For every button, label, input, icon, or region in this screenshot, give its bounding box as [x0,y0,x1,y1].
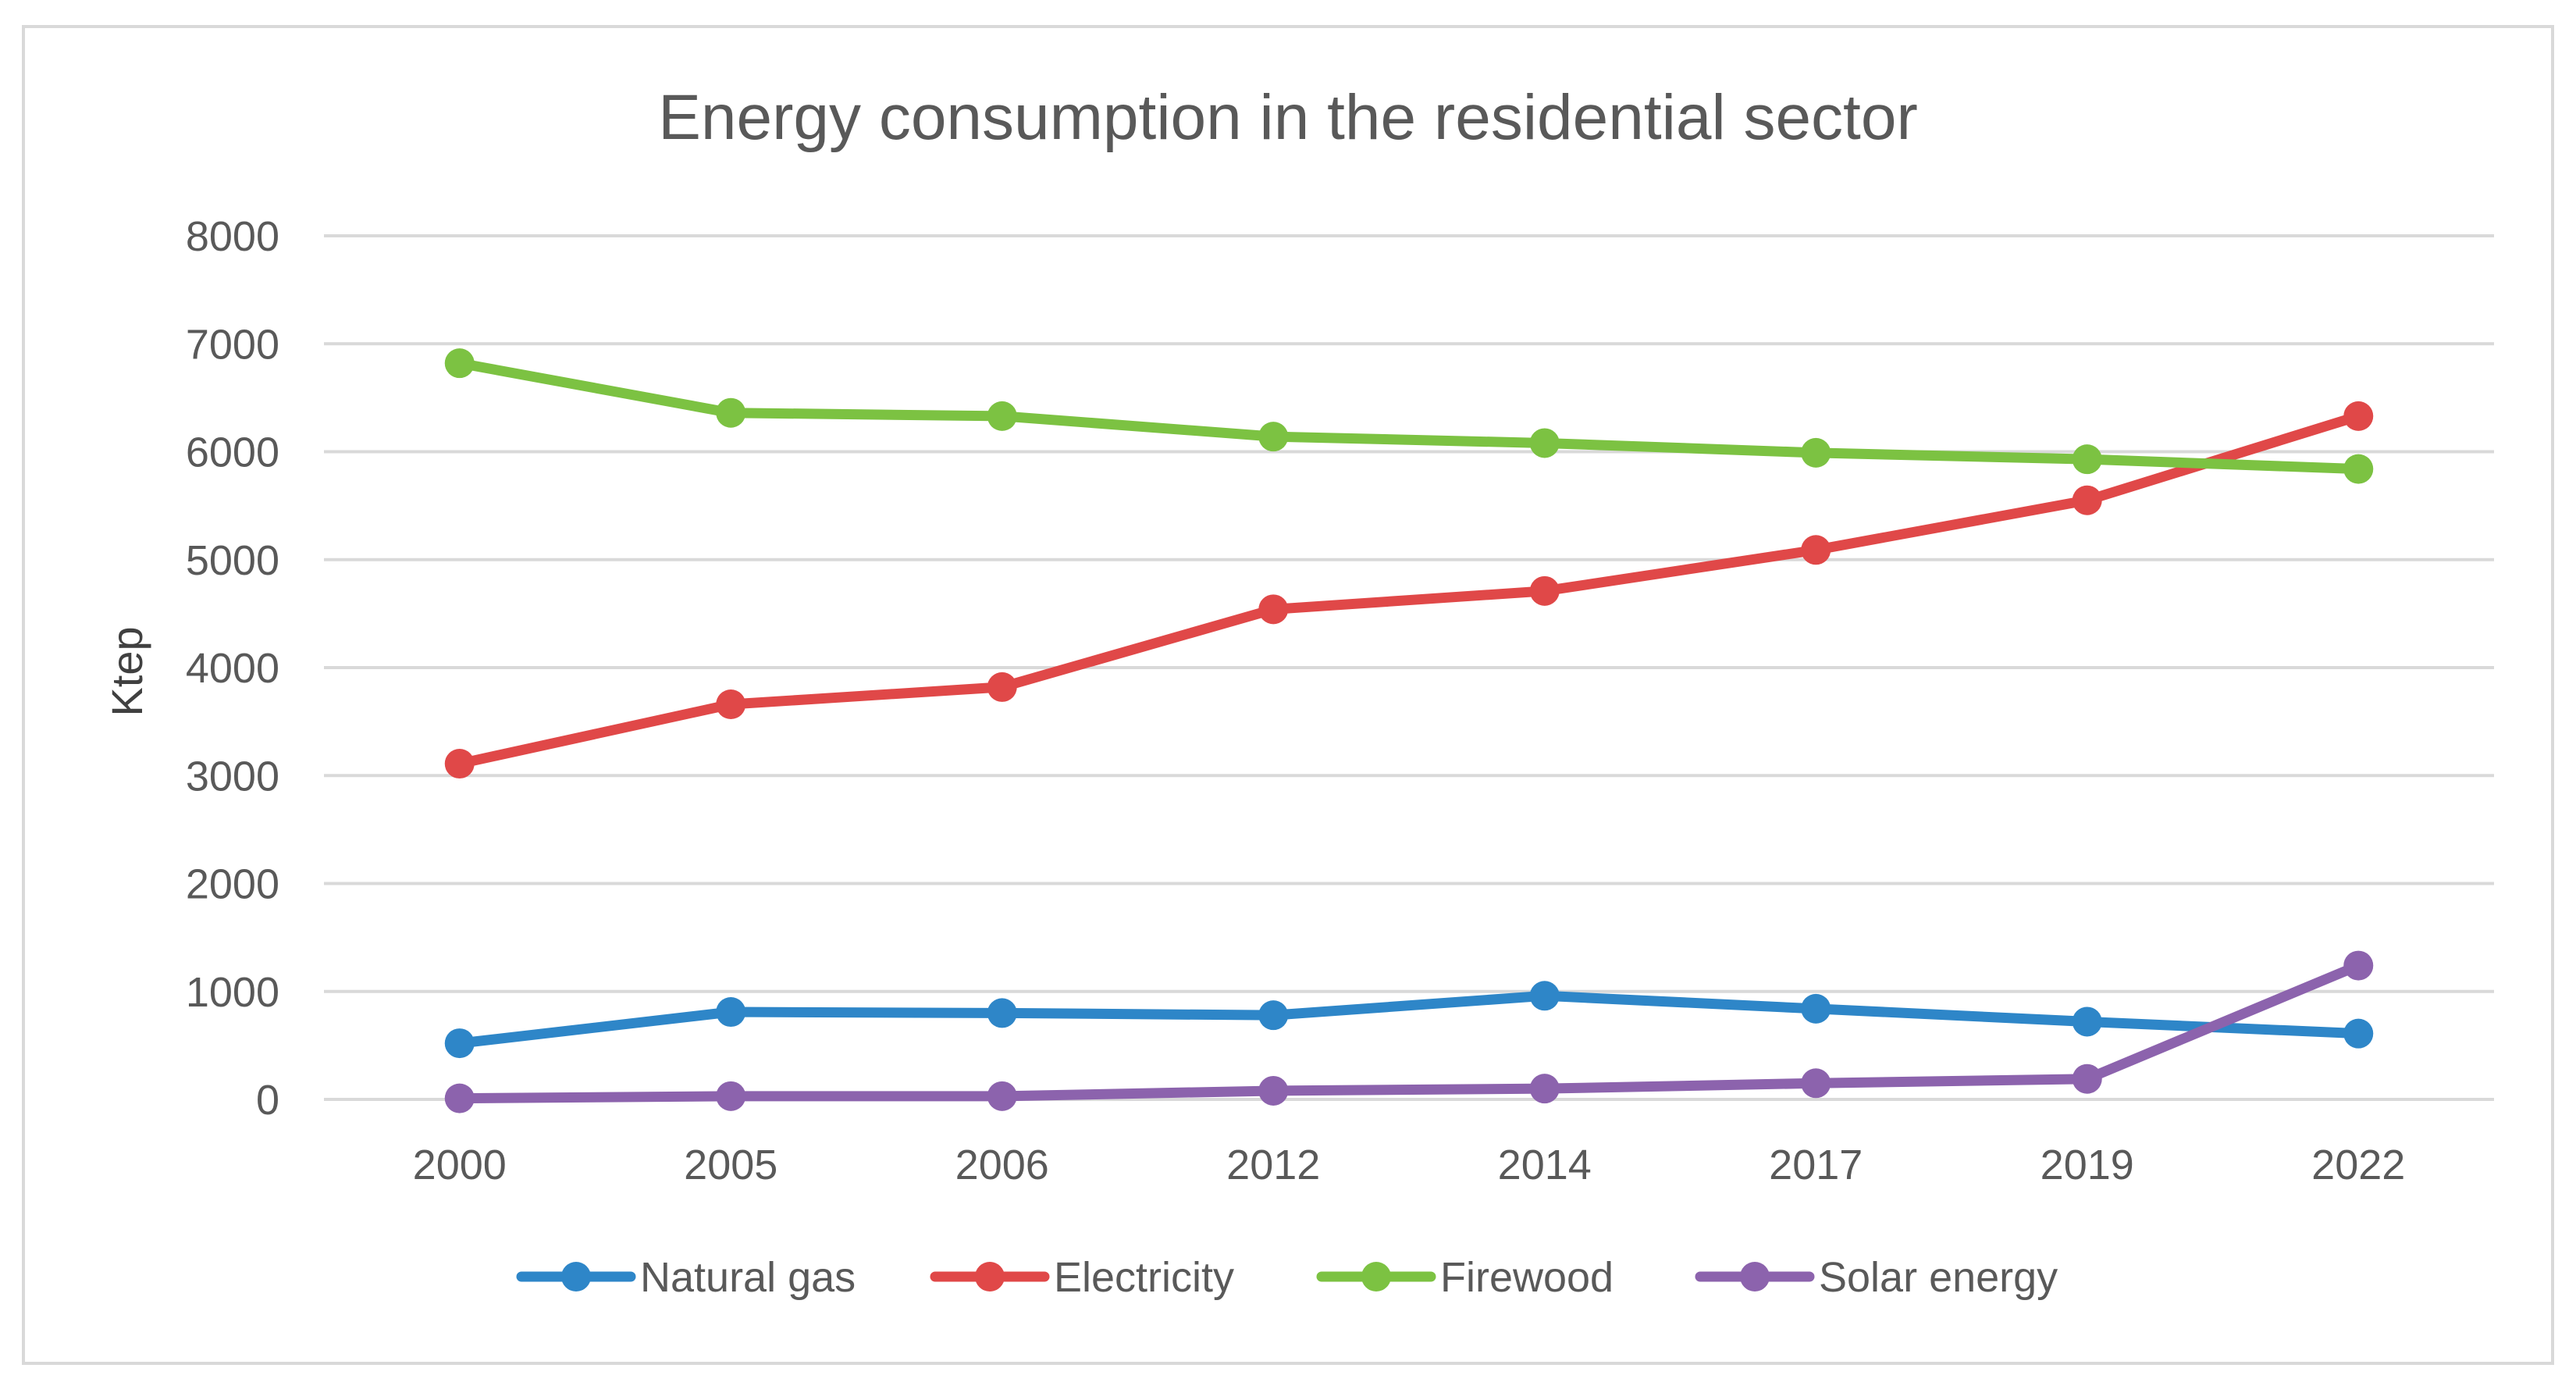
data-point [1258,422,1289,452]
data-point [987,998,1017,1028]
data-point [1801,437,1831,468]
y-tick-label: 8000 [186,213,279,260]
legend-marker [975,1262,1005,1291]
legend-label: Natural gas [640,1254,856,1301]
data-point [2072,444,2102,475]
legend-marker [1740,1262,1770,1291]
series-line [454,411,2364,769]
legend-item: Solar energy [1695,1254,2058,1301]
legend-item: Electricity [930,1254,1234,1301]
x-tick-label: 2014 [1498,1142,1592,1188]
data-point [444,749,475,779]
y-tick-label: 1000 [186,969,279,1016]
series-lines [444,348,2374,1113]
data-point [987,1081,1017,1111]
data-point [716,689,746,720]
y-tick-label: 7000 [186,321,279,368]
legend-label: Solar energy [1819,1254,2058,1301]
data-point [716,997,746,1028]
data-point [1801,1068,1831,1099]
chart-border [22,25,2554,1365]
legend-marker [1361,1262,1391,1291]
data-point [716,397,746,428]
series-line [454,960,2364,1104]
y-axis-tick-labels: 0 1000 2000 3000 4000 5000 6000 7000 8000 [186,213,279,1124]
y-axis-label: Ktep [102,626,151,716]
legend-item: Natural gas [516,1254,856,1301]
data-point [1801,993,1831,1024]
data-point [444,1083,475,1113]
legend-label: Firewood [1440,1254,1614,1301]
x-tick-label: 2012 [1226,1142,1320,1188]
series-electricity [444,401,2374,779]
y-tick-label: 5000 [186,537,279,584]
legend: Natural gas Electricity Firewood Solar ener… [516,1254,2058,1301]
y-tick-label: 0 [256,1077,279,1124]
x-tick-label: 2000 [413,1142,507,1188]
data-point [1529,575,1560,606]
series-natural-gas [444,981,2374,1059]
data-point [987,672,1017,702]
legend-label: Electricity [1054,1254,1234,1301]
data-point [2072,1063,2102,1094]
x-axis-tick-labels: 2000 2005 2006 2012 2014 2017 2019 2022 [413,1142,2406,1188]
y-tick-label: 2000 [186,861,279,908]
data-point [444,1028,475,1059]
data-point [444,348,475,379]
data-point [1258,1000,1289,1031]
x-tick-label: 2017 [1769,1142,1863,1188]
data-point [1529,1074,1560,1104]
data-point [2343,1018,2374,1049]
legend-marker [561,1262,591,1291]
series-firewood [444,348,2374,484]
series-line [454,358,2364,475]
data-point [1529,428,1560,458]
chart-title: Energy consumption in the residential se… [658,82,1918,153]
series-solar-energy [444,950,2374,1113]
y-tick-label: 6000 [186,429,279,476]
legend-item: Firewood [1316,1254,1614,1301]
data-point [2072,1006,2102,1037]
y-tick-label: 3000 [186,753,279,800]
data-point [1258,594,1289,625]
data-point [2343,454,2374,484]
data-point [1529,981,1560,1011]
data-point [716,1081,746,1111]
x-tick-label: 2019 [2041,1142,2134,1188]
x-tick-label: 2006 [955,1142,1049,1188]
data-point [1258,1075,1289,1106]
y-tick-label: 4000 [186,645,279,692]
data-point [2343,950,2374,981]
data-point [2343,401,2374,431]
x-tick-label: 2022 [2311,1142,2405,1188]
data-point [1801,535,1831,565]
x-tick-label: 2005 [684,1142,777,1188]
data-point [987,401,1017,431]
series-line [454,990,2364,1049]
data-point [2072,485,2102,515]
